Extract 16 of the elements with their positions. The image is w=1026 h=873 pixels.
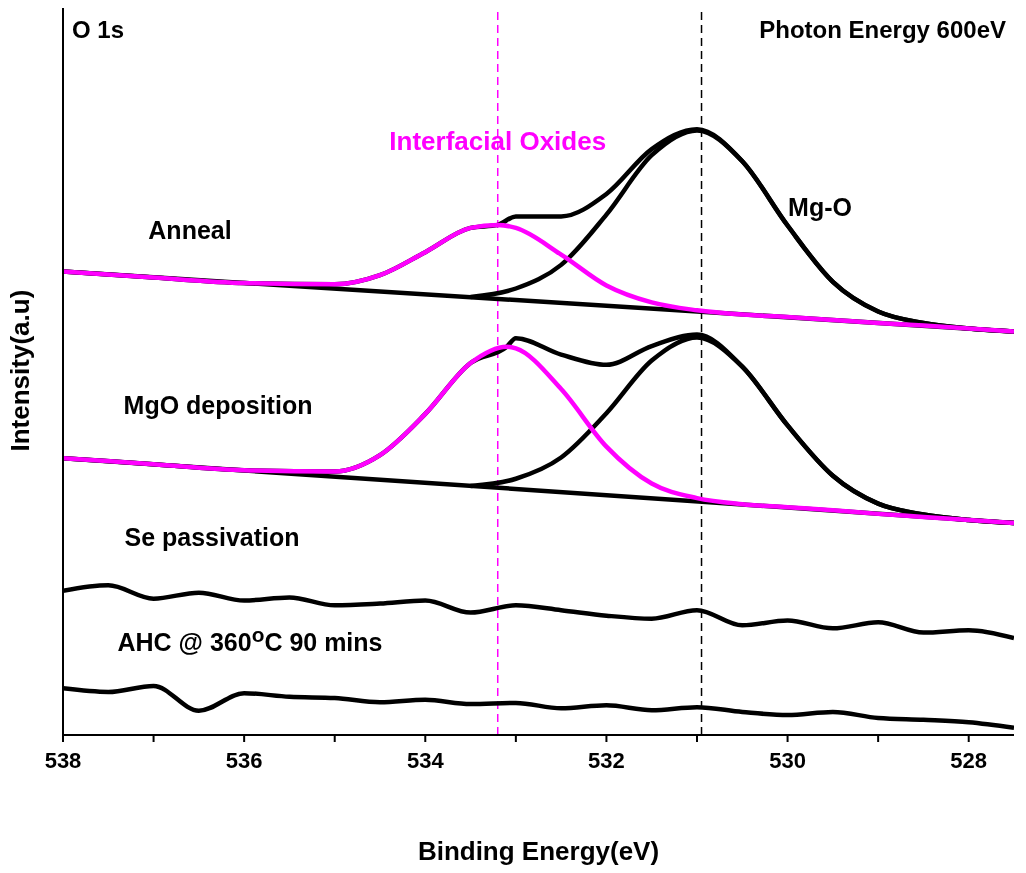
x-tick-label: 538 (44, 747, 82, 773)
x-tick-label: 530 (769, 747, 806, 773)
annotation: Se passivation (124, 522, 300, 552)
text: O 1s (72, 16, 125, 44)
y-axis-title: Intensity(a.u) (5, 289, 36, 452)
x-tick-label: 532 (588, 747, 625, 773)
text: Photon Energy 600eV (759, 16, 1006, 44)
x-tick-label: 534 (406, 747, 445, 773)
annotation: MgO deposition (123, 390, 313, 420)
annotation: Anneal (148, 215, 232, 245)
x-axis-title: Binding Energy(eV) (417, 836, 660, 866)
annotation: AHC @ 360$^{o}$C 90 mins (117, 622, 383, 658)
x-tick-label: 528 (950, 747, 988, 773)
x-tick-label: 536 (225, 747, 263, 773)
annotation: Mg-O (788, 192, 852, 222)
ref-line-label: Interfacial Oxides (389, 126, 607, 156)
